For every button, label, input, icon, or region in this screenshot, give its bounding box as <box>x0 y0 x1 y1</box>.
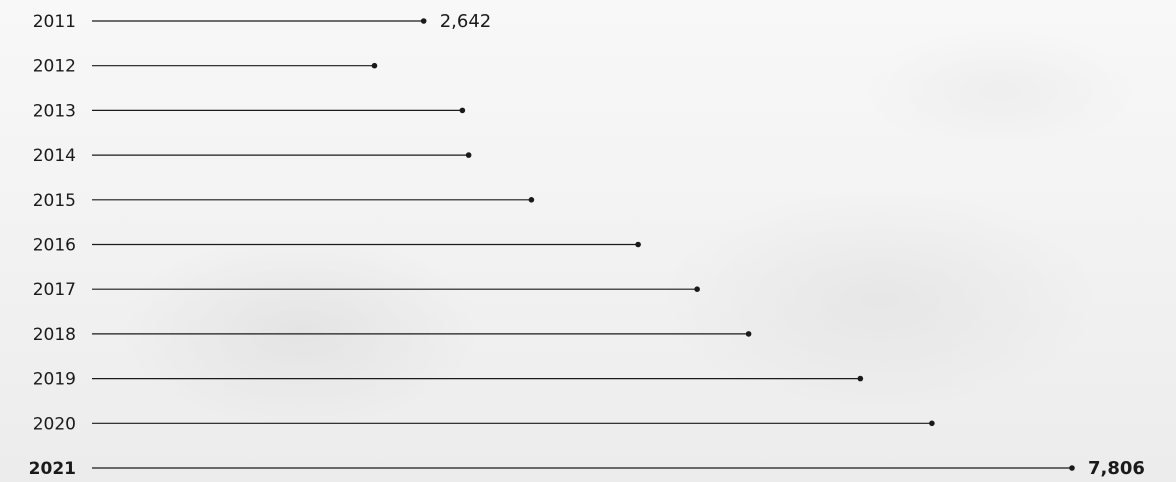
point-2015 <box>528 197 535 203</box>
point-2011 <box>420 18 427 24</box>
point-2012 <box>371 62 378 69</box>
point-2021 <box>1069 465 1075 471</box>
year-label-2015: 2015 <box>33 191 76 211</box>
year-label-2020: 2020 <box>33 414 76 434</box>
year-label-2014: 2014 <box>33 146 76 166</box>
point-2019 <box>857 375 864 382</box>
year-label-2011: 2011 <box>33 12 76 32</box>
point-2016 <box>635 241 641 248</box>
year-label-2017: 2017 <box>33 280 76 300</box>
year-label-2019: 2019 <box>33 370 76 390</box>
year-label-2018: 2018 <box>33 325 76 345</box>
year-label-2016: 2016 <box>33 236 76 256</box>
point-2020 <box>929 420 935 427</box>
year-label-2021: 2021 <box>29 459 76 479</box>
year-label-2012: 2012 <box>33 57 76 77</box>
point-2017 <box>694 286 700 293</box>
value-label-2021: 7,806 <box>1088 458 1145 479</box>
value-label-2011: 2,642 <box>440 11 492 32</box>
point-2014 <box>465 152 472 158</box>
point-2013 <box>459 107 466 114</box>
year-label-2013: 2013 <box>33 101 76 121</box>
point-2018 <box>745 331 752 337</box>
